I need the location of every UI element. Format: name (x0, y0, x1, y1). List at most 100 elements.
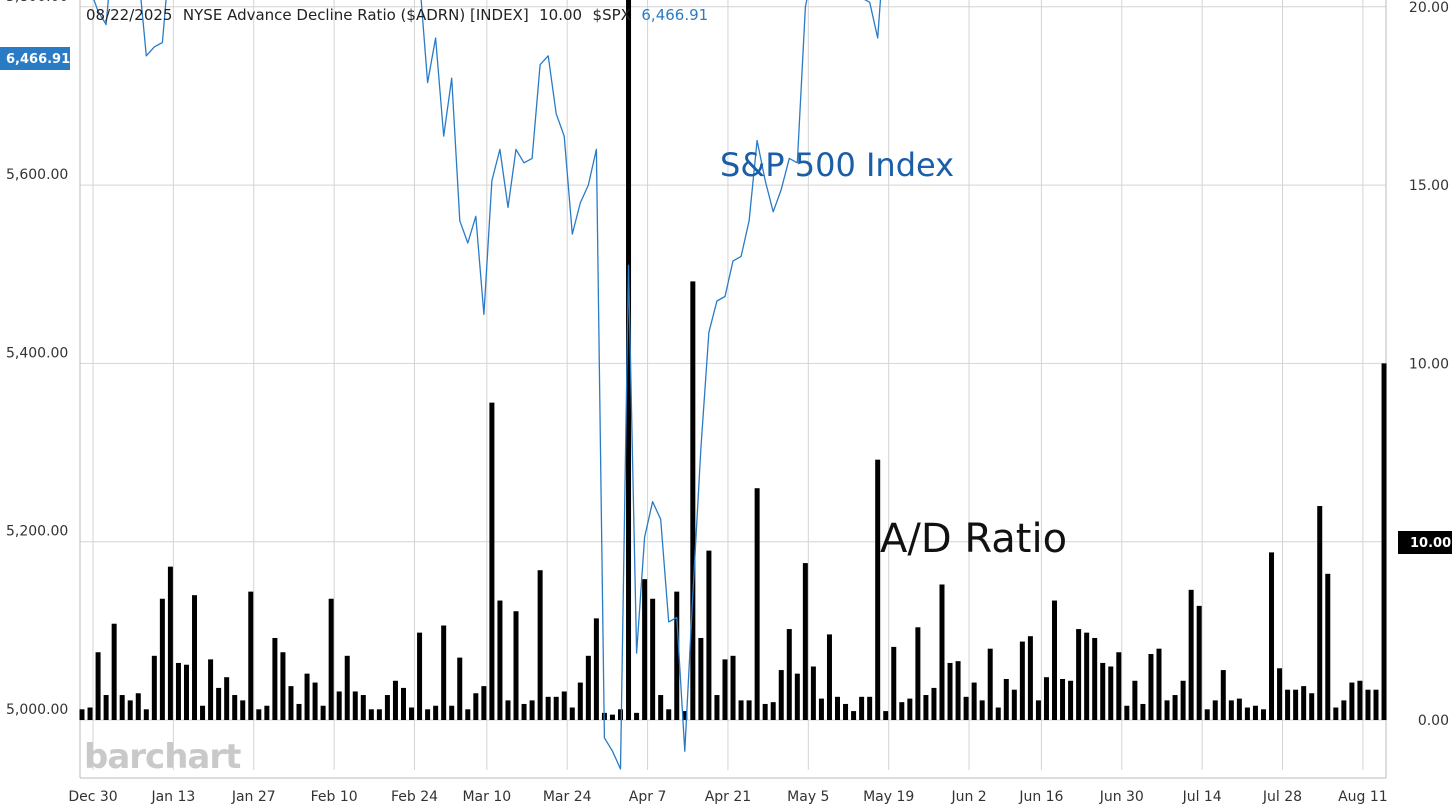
ad-bar (1108, 666, 1114, 720)
ad-bar (658, 695, 664, 720)
barchart-logo: barchart (84, 737, 241, 777)
ad-bar (883, 711, 889, 720)
ad-bar (441, 625, 447, 720)
ad-bar (151, 655, 157, 720)
x-tick-label: Dec 30 (68, 789, 117, 805)
title-overlay-value: 6,466.91 (641, 6, 708, 24)
right-tick-label: 15.00 (1409, 178, 1449, 194)
ad-bar (1156, 648, 1162, 720)
ad-bar (1076, 629, 1082, 720)
ad-bar (143, 709, 149, 720)
ad-bar (1285, 689, 1291, 720)
x-tick-label: Jun 2 (950, 789, 986, 805)
ad-bar (513, 611, 519, 720)
ad-bar (384, 695, 390, 720)
spx-annotation: S&P 500 Index (720, 146, 954, 184)
ad-bar (360, 695, 366, 720)
ad-bar (971, 682, 977, 720)
ad-bar (103, 695, 109, 720)
ad-bar (489, 402, 495, 720)
ad-bar (248, 591, 254, 720)
ad-bar (786, 629, 792, 720)
ad-bar (843, 703, 849, 720)
ad-bar (955, 661, 961, 720)
ad-bar (690, 281, 696, 720)
ad-bar (167, 566, 173, 720)
left-axis: 5,000.00 5,200.00 5,400.00 5,600.00 5,800.00… (6, 0, 68, 718)
ad-bar (826, 634, 832, 720)
ad-bar (1052, 600, 1058, 720)
spx-line (93, 0, 882, 770)
ad-bar (1060, 678, 1066, 720)
ad-bar (1019, 641, 1025, 720)
ad-bar (754, 488, 760, 720)
ad-bar (256, 709, 262, 720)
ad-bar (802, 563, 808, 720)
ad-bar (1164, 700, 1170, 720)
ad-bar (738, 700, 744, 720)
ad-bar (1373, 689, 1379, 720)
ad-bar (200, 705, 206, 720)
ad-bar (288, 686, 294, 720)
ad-bar (87, 707, 93, 720)
right-tick-label: 0.00 (1418, 713, 1449, 729)
ad-bar (111, 623, 117, 720)
ad-bar (1035, 700, 1041, 720)
ad-bar (481, 686, 487, 720)
ad-bar (1325, 573, 1331, 720)
ad-bar (1333, 707, 1339, 720)
left-tick-label: 5,000.00 (6, 702, 68, 718)
ad-bar (1148, 654, 1154, 720)
ad-bar (296, 703, 302, 720)
ad-bar (891, 646, 897, 720)
left-tick-label: 5,600.00 (6, 167, 68, 183)
ad-bar (585, 655, 591, 720)
x-tick-label: Aug 11 (1338, 789, 1388, 805)
right-tick-label: 20.00 (1409, 0, 1449, 16)
ad-bar (1180, 680, 1186, 720)
ad-bar (521, 703, 527, 720)
x-tick-label: Jan 27 (231, 789, 276, 805)
ad-bar (666, 709, 672, 720)
ad-bar (561, 691, 567, 720)
ad-bar (505, 700, 511, 720)
ad-bar (987, 648, 993, 720)
chart-title: 08/22/2025 NYSE Advance Decline Ratio ($… (86, 6, 708, 24)
x-tick-label: Jun 16 (1018, 789, 1063, 805)
x-tick-label: Feb 24 (391, 789, 438, 805)
ad-bar (1011, 689, 1017, 720)
ad-bar (127, 700, 133, 720)
ad-bar (433, 705, 439, 720)
ad-bar (1309, 693, 1315, 720)
ad-bar (939, 584, 945, 720)
ad-bar (650, 598, 656, 720)
x-tick-label: Jun 30 (1099, 789, 1144, 805)
ad-bar (1140, 703, 1146, 720)
ad-bar (216, 687, 222, 720)
ad-bar (457, 657, 463, 720)
ad-bar (794, 673, 800, 720)
ad-bar (947, 662, 953, 720)
ad-bar (859, 696, 865, 720)
ad-bar (1236, 698, 1242, 720)
x-tick-label: Jul 14 (1182, 789, 1222, 805)
ad-bar (224, 677, 230, 720)
ad-bar (272, 637, 278, 720)
ad-bar (722, 659, 728, 720)
left-tick-label: 5,800.00 (6, 0, 68, 5)
ad-bar (1092, 637, 1098, 720)
ad-bar (392, 680, 398, 720)
ad-bar (344, 655, 350, 720)
ad-bar (1301, 686, 1307, 720)
ad-bar (634, 712, 640, 720)
ad-bar (1132, 680, 1138, 720)
ad-bar (1116, 652, 1122, 720)
ad-bar (682, 711, 688, 720)
ad-bar (1244, 707, 1250, 720)
ad-bar (923, 695, 929, 720)
ad-bar (770, 702, 776, 720)
ad-bar (617, 709, 623, 720)
ad-bar (778, 670, 784, 720)
ad-bar (79, 709, 85, 720)
ad-bar (626, 0, 632, 721)
